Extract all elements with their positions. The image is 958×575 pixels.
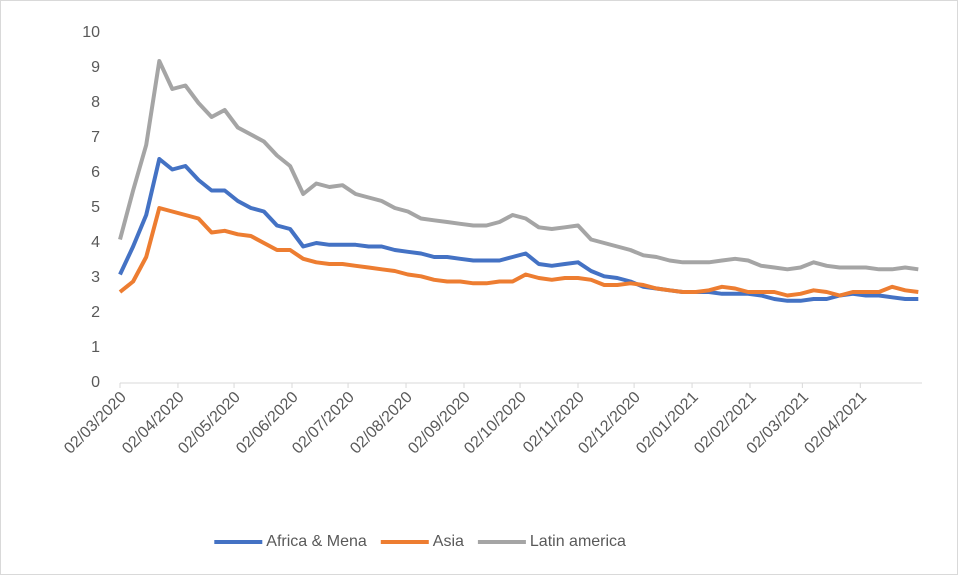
y-tick-label: 10: [82, 24, 100, 41]
legend-label: Asia: [433, 533, 464, 550]
series-line: [118, 206, 919, 298]
y-tick-label: 9: [91, 59, 100, 76]
y-tick-label: 0: [91, 374, 100, 391]
y-tick-label: 1: [91, 339, 100, 356]
y-tick-label: 6: [91, 164, 100, 181]
y-tick-label: 3: [91, 269, 100, 286]
y-tick-label: 8: [91, 94, 100, 111]
y-tick-label: 2: [91, 304, 100, 321]
series-line: [118, 157, 919, 303]
legend-label: Latin america: [530, 533, 626, 550]
y-tick-label: 4: [91, 234, 100, 251]
y-tick-label: 5: [91, 199, 100, 216]
legend-label: Africa & Mena: [266, 533, 367, 550]
series-line: [118, 59, 919, 272]
y-tick-label: 7: [91, 129, 100, 146]
